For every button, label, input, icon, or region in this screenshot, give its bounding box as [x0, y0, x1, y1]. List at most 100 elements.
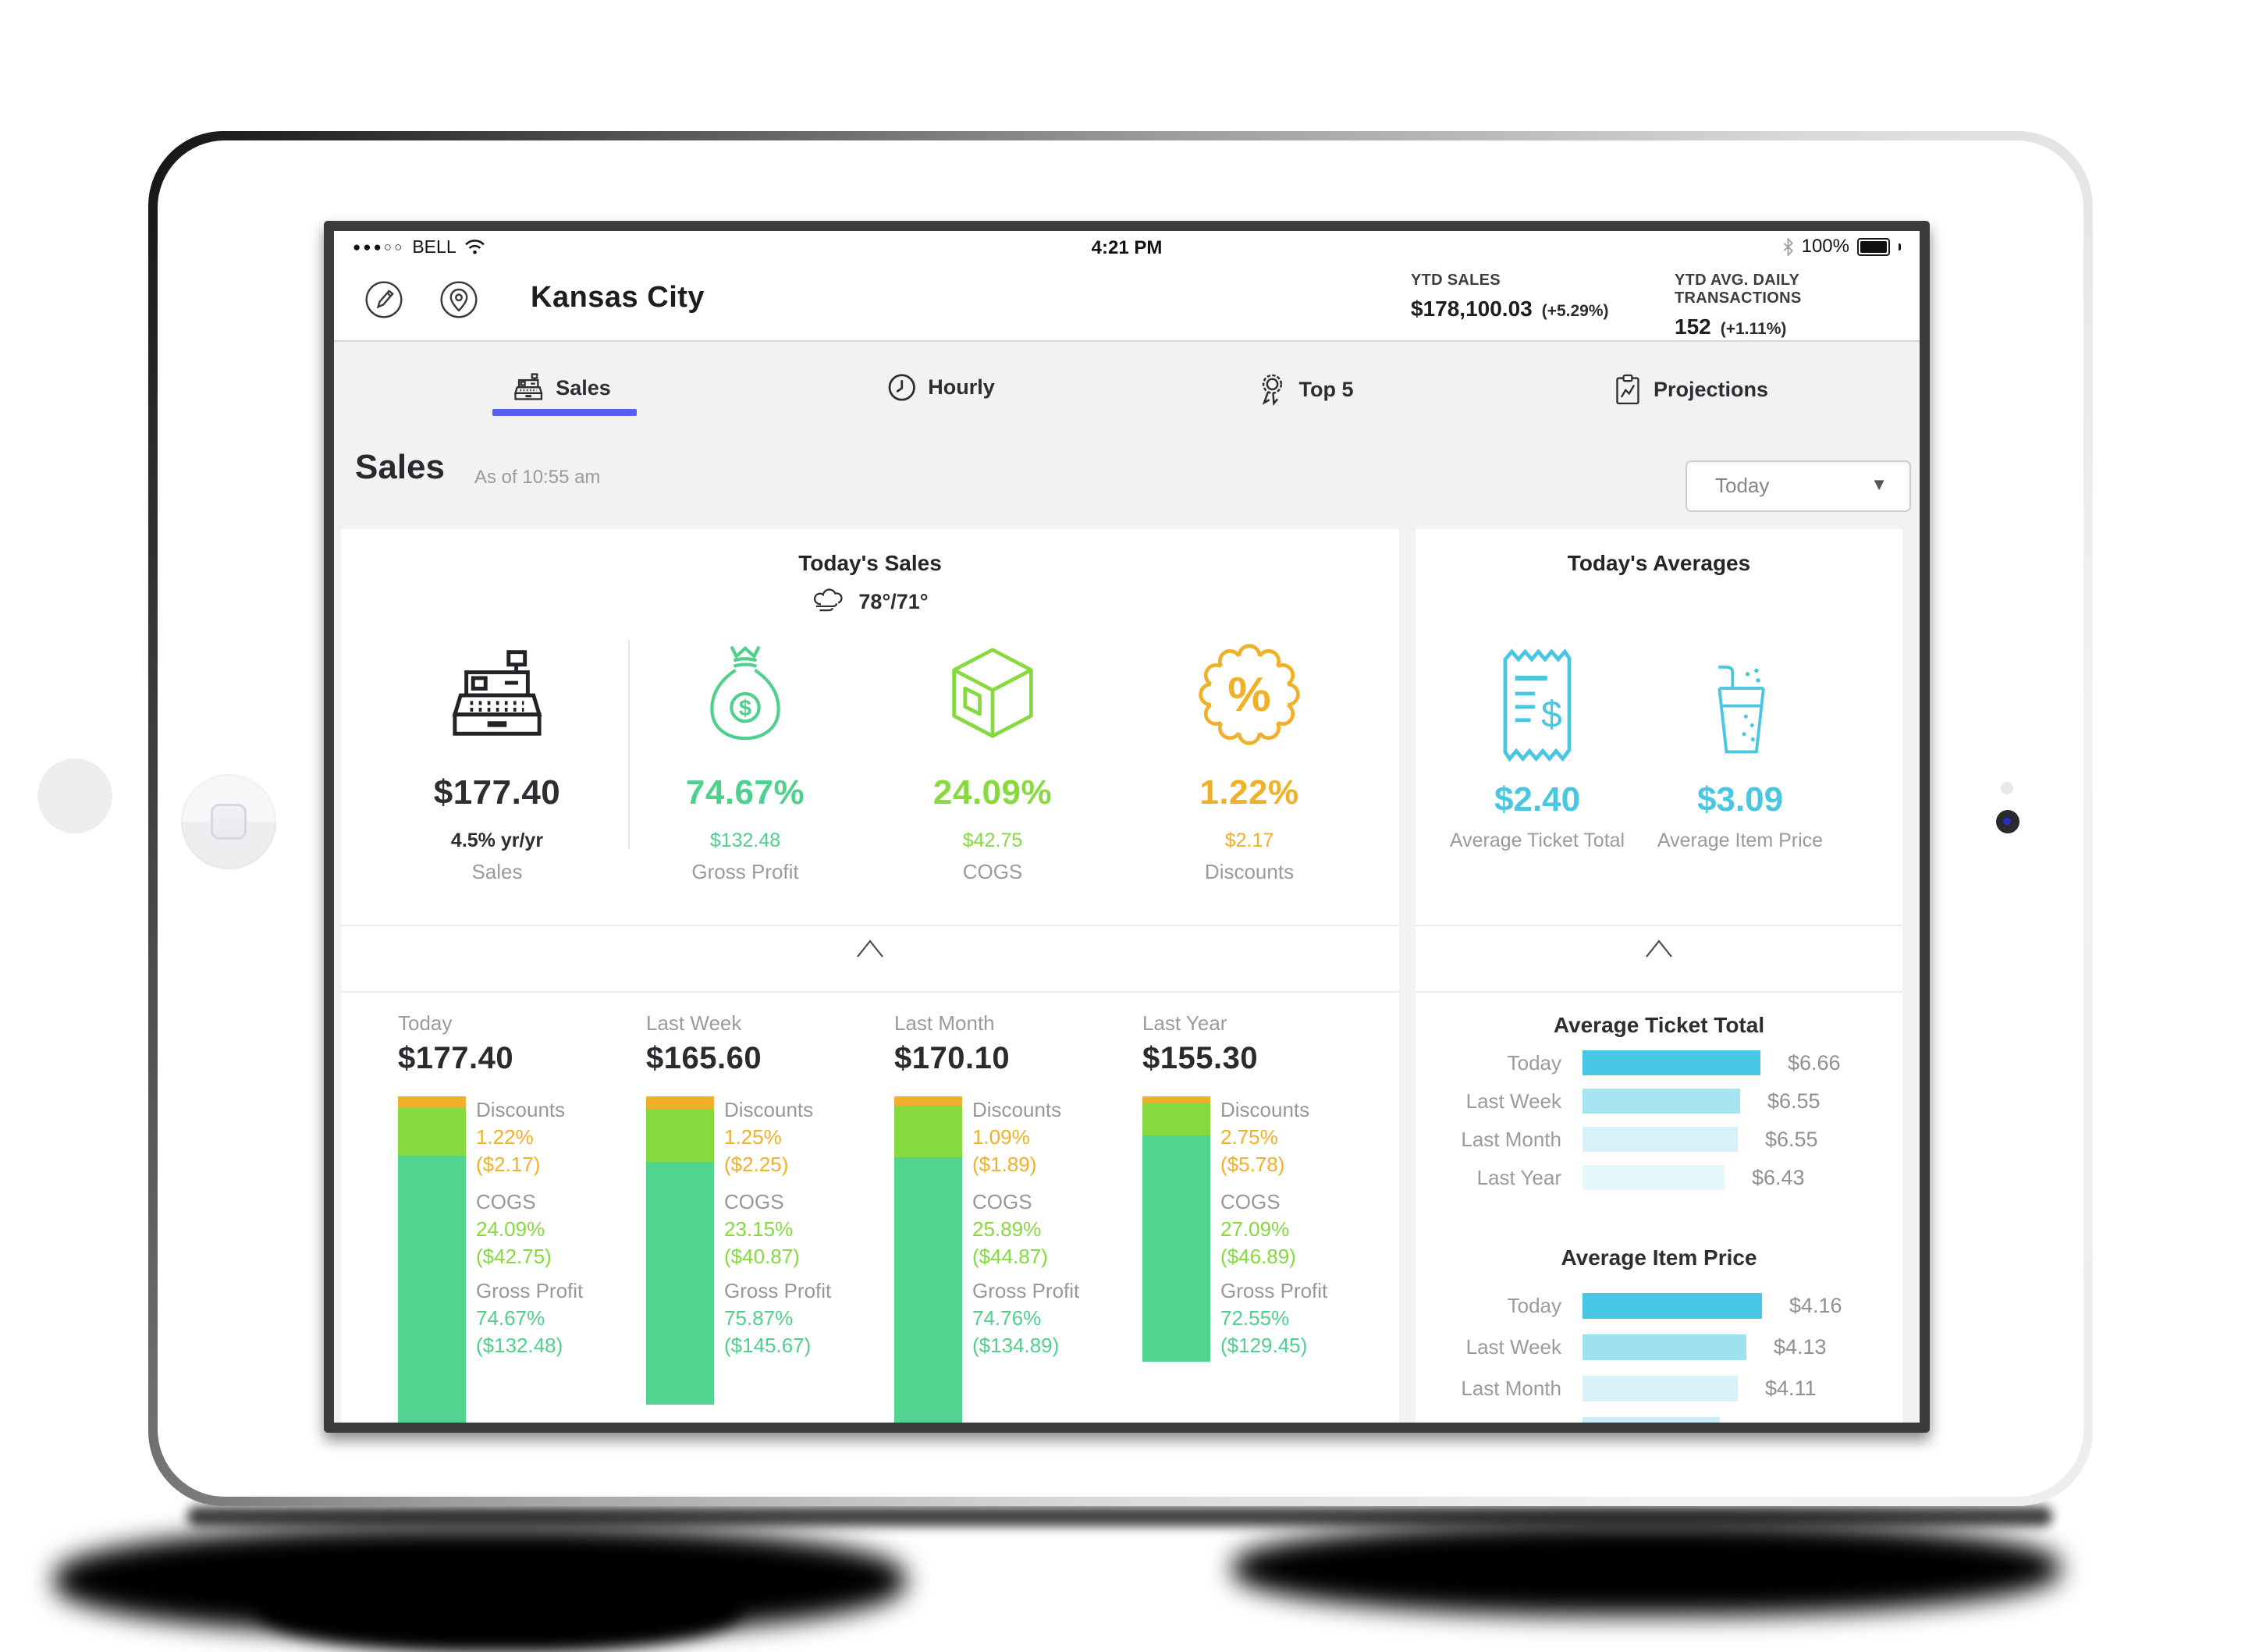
legend-discounts-label: Discounts	[972, 1098, 1062, 1121]
pencil-icon	[365, 281, 403, 318]
stat-gross-profit: $ 74.67% $132.48 Gross Profit	[628, 640, 862, 884]
todays-sales-title: Today's Sales	[798, 551, 942, 575]
legend-discounts-label: Discounts	[1220, 1098, 1310, 1121]
tab-sales-label: Sales	[556, 375, 611, 400]
legend-discounts-pct: 1.09%	[972, 1125, 1030, 1149]
period-dropdown[interactable]: Today ▼	[1686, 460, 1911, 512]
chevron-down-icon: ▼	[1870, 474, 1888, 494]
legend-cogs-amt: ($42.75)	[476, 1245, 552, 1268]
gross-profit-value: 74.67%	[685, 773, 805, 812]
sales-sub: 4.5% yr/yr	[450, 830, 544, 851]
collapse-divider-top	[341, 925, 1399, 926]
todays-averages-card: Today's Averages $ $2.40	[1416, 529, 1902, 1423]
page-title: Kansas City	[531, 281, 705, 314]
collapse-divider-top	[1416, 925, 1902, 926]
legend-discounts-amt: ($2.25)	[724, 1153, 789, 1176]
comparison-today: Today $177.40 Discounts 1.22% ($2.17)	[398, 1011, 641, 1423]
stacked-bar	[646, 1096, 714, 1405]
gross-profit-label: Gross Profit	[691, 860, 799, 883]
legend-discounts-amt: ($5.78)	[1220, 1153, 1285, 1176]
tab-hourly[interactable]: Hourly	[887, 373, 995, 402]
shadow-blob-right	[1233, 1522, 2060, 1615]
comparison-period: Last Month	[894, 1011, 995, 1035]
sales-label: Sales	[471, 860, 523, 883]
legend-cogs-label: COGS	[972, 1190, 1032, 1213]
discounts-sub: $2.17	[1224, 830, 1274, 851]
gross-profit-sub: $132.48	[709, 830, 781, 851]
legend-discounts-amt: ($1.89)	[972, 1153, 1037, 1176]
tab-projections[interactable]: Projections	[1614, 373, 1768, 406]
legend-cogs-amt: ($40.87)	[724, 1245, 800, 1268]
money-bag-icon: $	[710, 645, 780, 741]
cloud-wind-icon	[814, 588, 843, 612]
chevron-up-icon	[857, 940, 883, 957]
legend-cogs-pct: 24.09%	[476, 1217, 545, 1241]
collapse-button[interactable]	[1416, 940, 1902, 962]
wifi-icon	[464, 240, 485, 254]
legend-gp-amt: ($145.67)	[724, 1334, 812, 1357]
as-of-timestamp: As of 10:55 am	[474, 467, 601, 488]
att-row-last-week: Last Week $6.55	[1465, 1089, 1821, 1114]
edit-button[interactable]	[364, 279, 404, 320]
comparison-total: $170.10	[894, 1041, 1011, 1075]
tab-top5[interactable]: Top 5	[1258, 373, 1354, 406]
collapse-button[interactable]	[341, 940, 1399, 962]
bar	[1583, 1127, 1738, 1152]
collapse-divider-bottom	[341, 991, 1399, 993]
ambient-sensor	[2001, 782, 2013, 794]
home-button[interactable]	[181, 774, 276, 869]
ytd-sales-value: $178,100.03	[1411, 297, 1533, 321]
comparison-total: $177.40	[398, 1041, 514, 1075]
att-row-last-year: Last Year $6.43	[1476, 1165, 1805, 1190]
discounts-value: 1.22%	[1199, 773, 1299, 812]
aip-row-last-week: Last Week $4.13	[1465, 1334, 1827, 1360]
location-button[interactable]	[439, 279, 479, 320]
section-title: Sales	[355, 448, 445, 486]
avg-item-stat: $3.09 Average Item Price	[1618, 638, 1862, 852]
bar	[1583, 1050, 1760, 1075]
comparison-last-year: Last Year $155.30 Discounts 2.75% ($5.78…	[1142, 1011, 1386, 1362]
legend-discounts-label: Discounts	[724, 1098, 814, 1121]
legend-cogs-pct: 27.09%	[1220, 1217, 1290, 1241]
tab-sales[interactable]: Sales	[513, 373, 611, 403]
tablet-frame: ●●●○○ BELL 4:21 PM 100%	[148, 131, 2093, 1506]
svg-text:%: %	[1227, 668, 1270, 722]
svg-text:$: $	[1541, 693, 1562, 735]
weather-temps: 78°/71°	[858, 589, 929, 613]
stacked-bar	[398, 1096, 466, 1423]
avg-ticket-stat: $ $2.40 Average Ticket Total	[1416, 638, 1659, 852]
tab-top5-label: Top 5	[1298, 377, 1354, 401]
legend-cogs-label: COGS	[476, 1190, 536, 1213]
legend-discounts-pct: 1.25%	[724, 1125, 782, 1149]
comparison-last-week: Last Week $165.60 Discounts 1.25% ($2.25…	[646, 1011, 890, 1405]
tab-hourly-label: Hourly	[928, 375, 995, 399]
battery-percent: 100%	[1801, 236, 1849, 257]
ytd-sales-delta: (+5.29%)	[1541, 302, 1609, 320]
location-pin-icon	[440, 281, 478, 318]
legend-gp-label: Gross Profit	[724, 1279, 832, 1302]
camera	[1996, 810, 2019, 833]
legend-discounts-pct: 1.22%	[476, 1125, 534, 1149]
legend-gp-pct: 72.55%	[1220, 1306, 1290, 1330]
stat-sales: $177.40 4.5% yr/yr Sales	[380, 640, 614, 884]
stacked-bar	[894, 1096, 962, 1423]
legend-gp-label: Gross Profit	[1220, 1279, 1328, 1302]
legend-gp-amt: ($132.48)	[476, 1334, 563, 1357]
legend-cogs-label: COGS	[724, 1190, 784, 1213]
aip-row-today: Today $4.16	[1507, 1293, 1842, 1319]
shadow-band	[187, 1506, 2052, 1526]
att-row-last-month: Last Month $6.55	[1461, 1127, 1818, 1152]
todays-sales-card: Today's Sales 78°/71°	[341, 529, 1399, 1423]
comparison-last-month: Last Month $170.10 Discounts 1.09% ($1.8…	[894, 1011, 1138, 1423]
cash-register-icon	[452, 650, 542, 736]
shadow-blob-left2	[258, 1561, 741, 1652]
legend-gp-label: Gross Profit	[476, 1279, 584, 1302]
battery-icon	[1857, 237, 1890, 256]
collapse-divider-bottom	[1416, 991, 1902, 993]
ytd-sales-label: YTD SALES	[1411, 272, 1501, 289]
clock-time: 4:21 PM	[1091, 237, 1163, 258]
bluetooth-icon	[1783, 237, 1793, 256]
avg-ticket-value: $2.40	[1494, 780, 1581, 819]
ytd-transactions-label: YTD AVG. DAILY TRANSACTIONS	[1675, 272, 1802, 307]
